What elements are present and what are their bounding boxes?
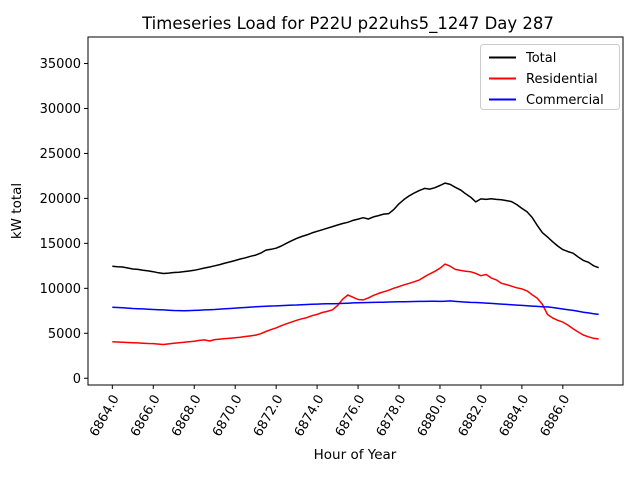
y-tick-label: 10000 [40, 282, 81, 297]
x-tick-label: 6884.0 [497, 393, 533, 440]
y-axis-ticks: 0 5000 10000 15000 20000 25000 30000 35000 [40, 57, 88, 387]
x-tick-label: 6868.0 [169, 393, 205, 440]
x-tick-label: 6870.0 [210, 393, 246, 440]
y-tick-label: 20000 [40, 192, 81, 207]
x-tick-label: 6874.0 [292, 393, 328, 440]
y-tick-label: 0 [73, 372, 81, 387]
x-axis-ticks: 6864.0 6866.0 6868.0 6870.0 6872.0 6874.0 6876… [87, 385, 573, 439]
x-axis-label: Hour of Year [314, 447, 397, 463]
commercial-line [112, 300, 599, 316]
x-tick-label: 6876.0 [333, 393, 369, 440]
x-tick-label: 6878.0 [374, 393, 410, 440]
y-tick-label: 5000 [48, 327, 81, 342]
x-tick-label: 6866.0 [128, 393, 164, 440]
total-line [112, 182, 599, 275]
y-tick-label: 25000 [40, 147, 81, 162]
chart-title: Timeseries Load for P22U p22uhs5_1247 Da… [141, 14, 554, 34]
y-axis-label: kW total [9, 183, 25, 239]
series-lines [112, 182, 599, 346]
y-tick-label: 35000 [40, 57, 81, 72]
legend-label-total: Total [525, 51, 556, 66]
residential-line [112, 263, 599, 346]
y-tick-label: 30000 [40, 102, 81, 117]
legend-label-residential: Residential [526, 72, 598, 87]
x-tick-label: 6872.0 [251, 393, 287, 440]
x-tick-label: 6886.0 [538, 393, 574, 440]
legend: Total Residential Commercial [480, 44, 620, 110]
legend-box [480, 44, 620, 110]
x-tick-label: 6864.0 [87, 393, 123, 440]
x-tick-label: 6880.0 [415, 393, 451, 440]
legend-label-commercial: Commercial [526, 93, 604, 108]
plot-area-border [87, 36, 624, 386]
x-tick-label: 6882.0 [456, 393, 492, 440]
y-tick-label: 15000 [40, 237, 81, 252]
